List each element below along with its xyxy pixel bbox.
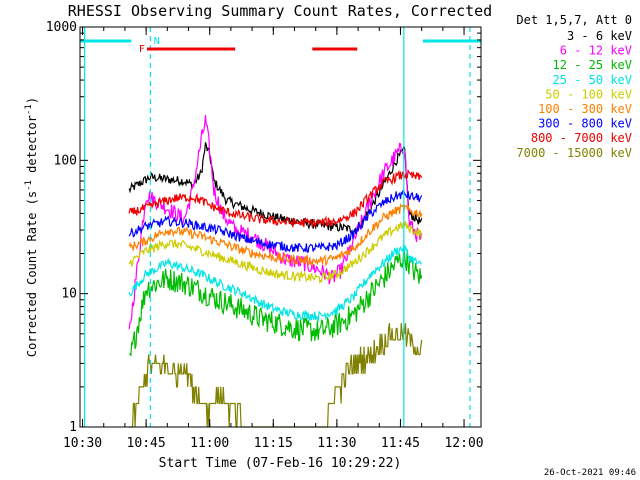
marker-label-2: F bbox=[139, 44, 145, 55]
observing-markers: NF bbox=[80, 27, 481, 427]
x-tick-label-4: 11:15 bbox=[254, 436, 293, 451]
y-tick-label-4: 1000 bbox=[46, 20, 77, 35]
y-tick-label-3: 100 bbox=[54, 153, 77, 168]
y-axis-label-sup1: -1 bbox=[24, 180, 34, 191]
legend-entry-6: 100 - 300 keV bbox=[538, 102, 632, 116]
legend-entry-5: 50 - 100 keV bbox=[545, 87, 632, 101]
series-line-6 bbox=[128, 202, 423, 268]
y-tick-label-1: 1 bbox=[69, 420, 77, 435]
plot-frame bbox=[79, 26, 482, 428]
series-line-8 bbox=[128, 168, 423, 228]
series-line-3 bbox=[129, 247, 423, 357]
y-axis-label-mid: detector bbox=[25, 115, 39, 180]
x-tick-label-1: 10:30 bbox=[63, 436, 102, 451]
y-axis-label: Corrected Count Rate (s-1 detector-1) bbox=[24, 97, 39, 357]
y-axis-label-sup2: -1 bbox=[24, 104, 34, 115]
legend-entry-1: 3 - 6 keV bbox=[567, 29, 632, 43]
legend-entry-9: 7000 - 15000 keV bbox=[516, 146, 632, 160]
timestamp: 26-Oct-2021 09:46 bbox=[544, 468, 636, 478]
legend-entry-3: 12 - 25 keV bbox=[553, 58, 632, 72]
marker-label-1: N bbox=[154, 36, 160, 47]
series-line-5 bbox=[128, 221, 423, 285]
y-tick-label-2: 10 bbox=[61, 287, 77, 302]
x-tick-label-6: 11:45 bbox=[381, 436, 420, 451]
series-line-2 bbox=[128, 114, 423, 330]
x-tick-label-7: 12:00 bbox=[444, 436, 483, 451]
y-axis-label-end: ) bbox=[25, 97, 39, 104]
series-line-4 bbox=[128, 243, 422, 323]
series-line-1 bbox=[128, 142, 423, 235]
axes: 10:30 10:45 11:00 11:15 11:30 11:45 12:00 1 10 10… bbox=[46, 20, 484, 451]
chart-title: RHESSI Observing Summary Count Rates, Co… bbox=[68, 2, 492, 20]
x-tick-label-2: 10:45 bbox=[127, 436, 166, 451]
x-tick-label-3: 11:00 bbox=[190, 436, 229, 451]
legend-entry-7: 300 - 800 keV bbox=[538, 117, 632, 131]
x-tick-label-5: 11:30 bbox=[317, 436, 356, 451]
legend-entry-8: 800 - 7000 keV bbox=[531, 131, 632, 145]
legend-header: Det 1,5,7, Att 0 bbox=[516, 13, 632, 27]
series-line-7 bbox=[128, 189, 423, 253]
y-axis-label-main: Corrected Count Rate (s bbox=[25, 191, 39, 357]
legend-entry-4: 25 - 50 keV bbox=[553, 73, 632, 87]
x-axis-label: Start Time (07-Feb-16 10:29:22) bbox=[159, 456, 402, 471]
legend-entry-2: 6 - 12 keV bbox=[560, 44, 632, 58]
